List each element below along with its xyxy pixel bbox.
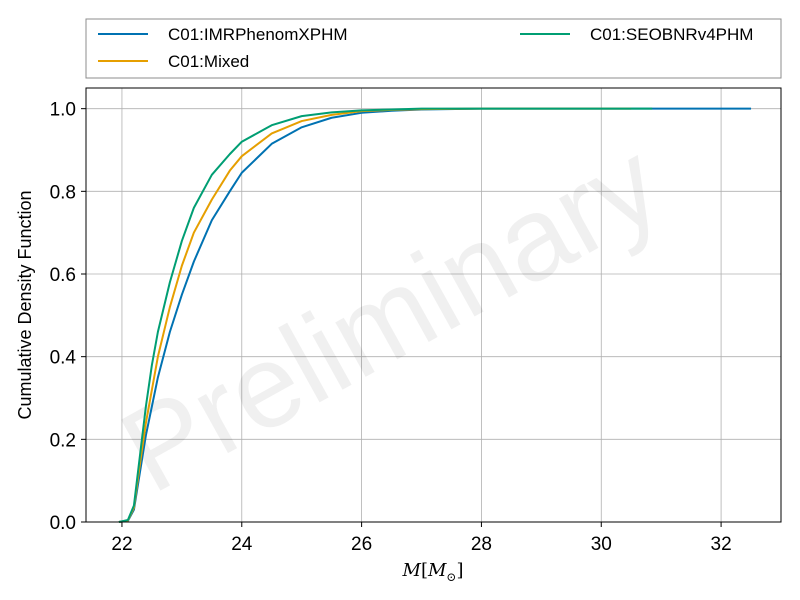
series-lines [118, 107, 752, 523]
legend-item: C01:SEOBNRv4PHM [520, 25, 753, 44]
y-tick-label: 0.6 [50, 265, 76, 286]
y-tick-label: 1.0 [50, 100, 76, 121]
y-tick-label: 0.8 [50, 182, 76, 203]
plot-frame [85, 87, 782, 523]
x-tick-label: 26 [351, 534, 372, 555]
legend-frame [85, 18, 782, 79]
plot-background [86, 88, 781, 522]
y-axis-title: Cumulative Density Function [15, 190, 35, 419]
legend: C01:IMRPhenomXPHM C01:Mixed C01:SEOBNRv4PH… [85, 18, 782, 79]
legend-entries: C01:IMRPhenomXPHM C01:Mixed C01:SEOBNRv4PH… [98, 25, 753, 71]
x-axis-title-sub: ⊙ [446, 570, 456, 584]
x-axis-title-main: M [402, 560, 422, 581]
legend-item: C01:IMRPhenomXPHM [98, 25, 348, 44]
x-tick-labels: 22 24 26 28 30 32 [111, 534, 731, 555]
x-axis-title-base: M [427, 560, 447, 581]
legend-label: C01:IMRPhenomXPHM [168, 25, 348, 44]
legend-item: C01:Mixed [98, 52, 249, 71]
axis-ticks [81, 108, 722, 527]
y-tick-label: 0.2 [50, 430, 76, 451]
x-axis-title-close: ] [456, 560, 463, 581]
x-tick-label: 30 [591, 534, 612, 555]
y-tick-label: 0.0 [50, 513, 76, 534]
legend-label: C01:Mixed [168, 52, 249, 71]
x-axis-title-open: [ [421, 560, 428, 581]
series-line-3 [118, 107, 653, 523]
y-tick-labels: 0.0 0.2 0.4 0.6 0.8 1.0 [50, 100, 77, 534]
x-tick-label: 22 [111, 534, 132, 555]
legend-label: C01:SEOBNRv4PHM [590, 25, 753, 44]
x-tick-label: 32 [711, 534, 732, 555]
x-tick-label: 24 [231, 534, 253, 555]
x-axis-title: M[M⊙] [402, 560, 464, 584]
y-tick-label: 0.4 [50, 348, 77, 369]
plot-area: Preliminary [85, 87, 782, 523]
x-tick-label: 28 [471, 534, 492, 555]
